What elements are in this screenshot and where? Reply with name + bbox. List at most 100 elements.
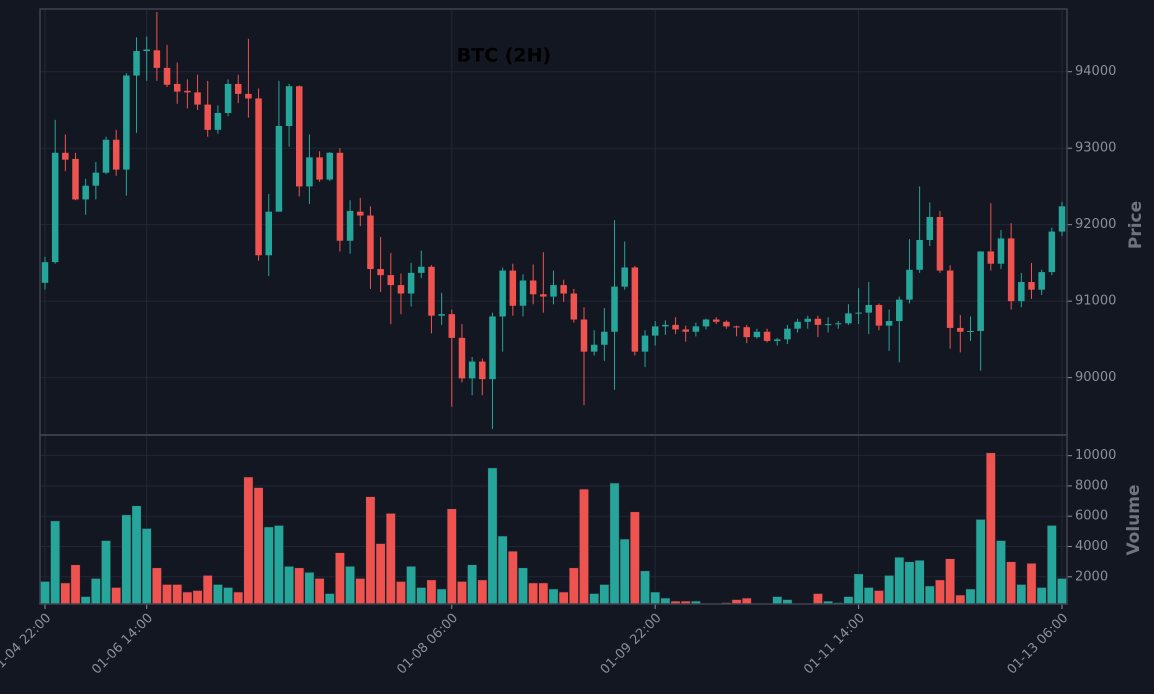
volume-bar (355, 577, 366, 604)
volume-bar (192, 589, 203, 604)
volume-bar (477, 579, 488, 604)
volume-bar (466, 564, 478, 604)
volume-bar (527, 582, 539, 604)
volume-bar (395, 580, 407, 604)
volume-bar (660, 597, 671, 604)
candle-body (184, 90, 191, 93)
candle-body (804, 318, 812, 322)
candle-body (82, 185, 89, 200)
candle-body (672, 324, 679, 330)
volume-bar (324, 593, 335, 604)
candle-body (1007, 238, 1015, 302)
candle-body (855, 312, 862, 314)
candle-body (336, 152, 344, 241)
candle-body (682, 329, 689, 332)
volume-tick-label: 6000 (1075, 509, 1108, 524)
y-tick-label: 91000 (1075, 294, 1116, 309)
volume-bar (578, 488, 590, 604)
volume-bar (944, 558, 956, 604)
candle-body (41, 262, 49, 283)
candle-body (143, 49, 150, 52)
volume-tick-label: 2000 (1075, 569, 1108, 584)
volume-bar (40, 580, 51, 604)
candle-body (601, 331, 608, 345)
price-frame (39, 8, 1068, 436)
candle-body (987, 251, 995, 264)
candle-body (580, 319, 588, 352)
volume-bar (111, 586, 122, 604)
volume-bar (222, 586, 234, 604)
volume-bar (904, 561, 915, 604)
candle-body (641, 335, 649, 352)
volume-bar (772, 596, 783, 604)
candle-body (631, 267, 639, 352)
candle-body (997, 238, 1005, 264)
volume-bar (1046, 524, 1058, 604)
volume-bar (538, 582, 549, 604)
volume-bar (985, 452, 996, 604)
candle-body (651, 326, 659, 336)
candle-body (377, 269, 384, 276)
candle-body (896, 299, 903, 322)
y-tick-label: 94000 (1075, 64, 1116, 79)
y-tick-label: 92000 (1075, 217, 1116, 232)
candle-body (479, 361, 486, 380)
volume-bar (365, 496, 376, 604)
volume-bar (131, 505, 142, 604)
volume-panel (40, 452, 1067, 604)
candle-body (387, 275, 395, 286)
candle-body (245, 93, 252, 99)
volume-bar (436, 588, 447, 604)
volume-bar (883, 574, 895, 604)
volume-bar (405, 565, 417, 604)
candle-body (397, 285, 405, 294)
volume-bar (172, 583, 183, 604)
candle-body (773, 339, 781, 341)
y-axis-label: Price (1126, 201, 1146, 249)
candle-body (489, 316, 496, 380)
volume-bar (487, 467, 498, 604)
candle-body (102, 139, 110, 173)
candle-body (936, 217, 944, 271)
candle-body (723, 321, 730, 327)
candle-body (367, 215, 374, 270)
volume-bar (446, 508, 457, 604)
candle-body (133, 51, 140, 76)
chart-title: BTC (2H) (457, 45, 552, 67)
candle-body (275, 126, 283, 212)
candle-body (743, 327, 750, 338)
candle-body (865, 304, 873, 313)
candle-body (692, 326, 700, 332)
volume-bar (121, 514, 132, 604)
volume-bar (741, 597, 752, 604)
volume-bar (629, 511, 641, 604)
volume-bar (873, 589, 885, 604)
candle-body (926, 217, 934, 240)
volume-bar (263, 526, 274, 604)
volume-bar (639, 570, 651, 604)
volume-bar (965, 588, 976, 604)
candle-body (509, 270, 517, 306)
volume-frame (39, 434, 1068, 605)
candle-body (62, 152, 69, 160)
x-tick-label: 01-04 22:00 (0, 611, 54, 678)
volume-bar (517, 567, 529, 604)
volume-bar (253, 487, 264, 604)
candle-body (194, 92, 201, 105)
volume-bar (1056, 577, 1067, 604)
volume-bar (416, 586, 427, 604)
volume-bar (344, 565, 356, 604)
candle-body (204, 104, 211, 130)
volume-bar (314, 577, 325, 604)
candle-body (468, 361, 476, 379)
candle-body (255, 98, 262, 256)
candle-body (702, 319, 710, 327)
volume-bar (619, 538, 630, 604)
candle-body (214, 113, 222, 130)
candle-body (794, 321, 801, 329)
candle-body (346, 210, 354, 241)
volume-bar (334, 552, 346, 604)
volume-bar (375, 543, 386, 604)
candle-body (123, 75, 130, 170)
candle-body (306, 157, 313, 187)
